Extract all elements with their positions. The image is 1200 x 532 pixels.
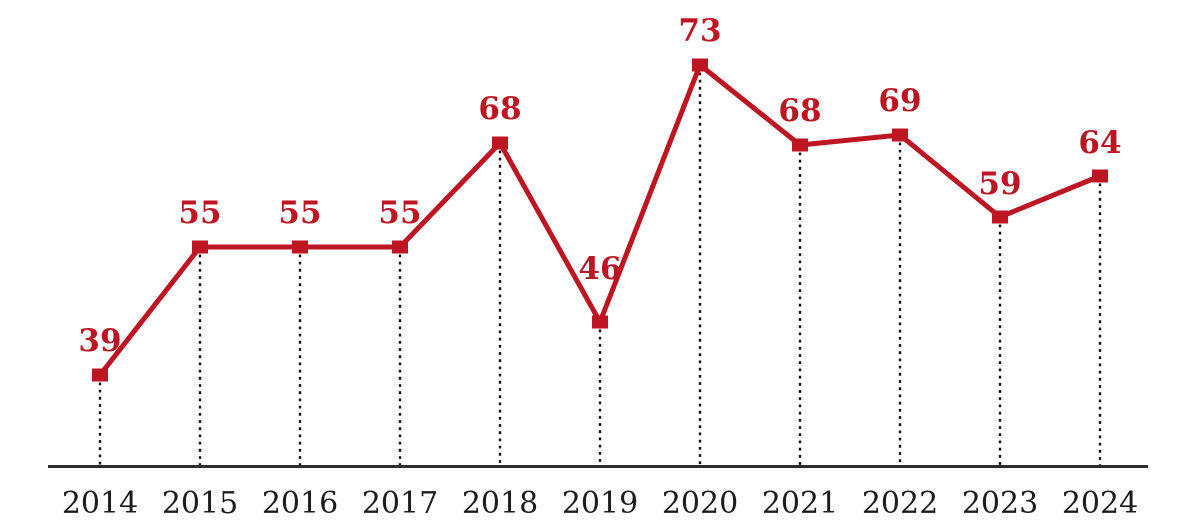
data-point-marker-2020 <box>692 58 708 72</box>
data-point-marker-2017 <box>392 240 408 254</box>
x-axis-tick-label-2019: 2019 <box>562 486 638 521</box>
value-label-2019: 46 <box>578 251 621 287</box>
data-point-marker-2014 <box>92 368 108 382</box>
value-label-2022: 69 <box>878 83 921 119</box>
data-point-marker-2018 <box>492 136 508 150</box>
x-axis-tick-label-2015: 2015 <box>162 486 238 521</box>
value-label-2020: 73 <box>678 13 721 49</box>
x-axis-tick-label-2014: 2014 <box>62 486 138 521</box>
x-axis-tick-label-2020: 2020 <box>662 486 738 521</box>
x-axis-tick-label-2023: 2023 <box>962 486 1038 521</box>
data-point-marker-2019 <box>592 315 608 329</box>
x-axis-tick-label-2016: 2016 <box>262 486 338 521</box>
x-axis-tick-label-2022: 2022 <box>862 486 938 521</box>
data-point-marker-2015 <box>192 240 208 254</box>
data-point-marker-2016 <box>292 240 308 254</box>
value-label-2023: 59 <box>978 166 1021 202</box>
value-label-2014: 39 <box>78 323 121 359</box>
data-point-marker-2023 <box>992 210 1008 224</box>
x-axis-tick-label-2021: 2021 <box>762 486 838 521</box>
value-label-2021: 68 <box>778 93 821 129</box>
value-label-2017: 55 <box>378 195 421 231</box>
x-axis-tick-label-2024: 2024 <box>1062 486 1138 521</box>
value-label-2024: 64 <box>1078 125 1121 161</box>
data-point-marker-2022 <box>892 128 908 142</box>
value-label-2015: 55 <box>178 195 221 231</box>
x-axis-tick-label-2018: 2018 <box>462 486 538 521</box>
value-label-2018: 68 <box>478 91 521 127</box>
data-point-marker-2024 <box>1092 169 1108 183</box>
data-point-marker-2021 <box>792 138 808 152</box>
x-axis-tick-label-2017: 2017 <box>362 486 438 521</box>
value-label-2016: 55 <box>278 195 321 231</box>
